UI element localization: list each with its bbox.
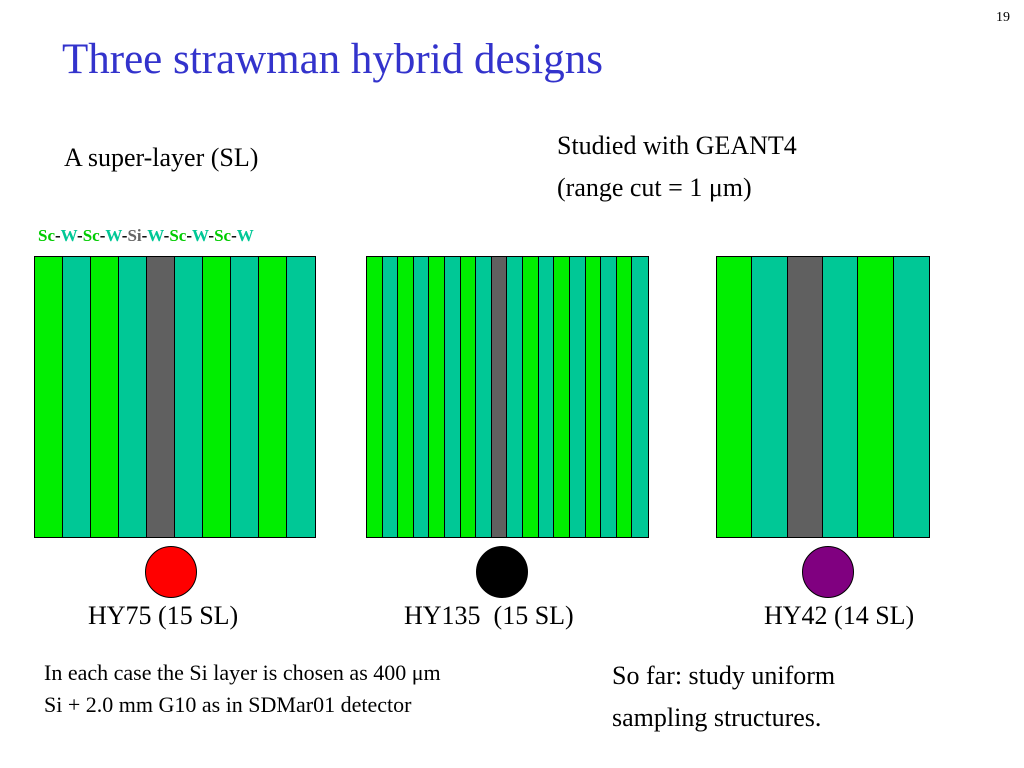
design-hy135-label: HY135 (15 SL) [404, 601, 574, 630]
layer-sc [616, 257, 633, 537]
layer-si [787, 257, 823, 537]
layer-w [476, 257, 492, 537]
layer-sc [858, 257, 894, 537]
layer-sc [398, 257, 414, 537]
sequence-separator: - [55, 226, 61, 245]
sequence-separator: - [208, 226, 215, 245]
layer-w [752, 257, 788, 537]
layer-w [231, 257, 259, 537]
sequence-token-sc: Sc [38, 226, 55, 245]
layer-sc [523, 257, 539, 537]
layer-si [147, 257, 175, 537]
design-hy75-stack [34, 256, 316, 538]
sequence-token-w: W [147, 226, 164, 245]
sequence-separator: - [141, 226, 148, 245]
sequence-token-sc: Sc [82, 226, 100, 245]
sequence-token-sc: Sc [169, 226, 187, 245]
design-hy135-marker [476, 546, 528, 598]
sequence-separator: - [77, 226, 83, 245]
super-layer-caption: A super-layer (SL) [64, 143, 259, 172]
layer-sc [367, 257, 383, 537]
layer-w [569, 257, 586, 537]
layer-w [382, 257, 399, 537]
layer-sc [429, 257, 446, 537]
sequence-separator: - [231, 226, 237, 245]
si-note-line1: In each case the Si layer is chosen as 4… [44, 660, 441, 685]
layer-sc [203, 257, 231, 537]
layer-w [632, 257, 648, 537]
sequence-token-sc: Sc [214, 226, 232, 245]
slide-title: Three strawman hybrid designs [62, 36, 603, 83]
sequence-token-w: W [192, 226, 209, 245]
sequence-separator: - [99, 226, 106, 245]
layer-sequence-legend: Sc-W-Sc-W-Si-W-Sc-W-Sc-W [38, 226, 254, 246]
layer-sc [91, 257, 119, 537]
layer-w [175, 257, 203, 537]
layer-w [538, 257, 555, 537]
layer-sc [554, 257, 570, 537]
layer-w [822, 257, 859, 537]
layer-w [601, 257, 617, 537]
design-hy135-stack [366, 256, 649, 538]
layer-w [63, 257, 91, 537]
layer-w [445, 257, 461, 537]
sequence-token-w: W [236, 226, 254, 245]
page-number: 19 [996, 10, 1010, 25]
layer-w [413, 257, 430, 537]
geant4-caption-line2: (range cut = 1 μm) [557, 173, 752, 202]
design-hy42-marker [802, 546, 854, 598]
sequence-token-w: W [60, 226, 78, 245]
design-hy42-stack [716, 256, 930, 538]
layer-sc [717, 257, 753, 537]
layer-sc [35, 257, 63, 537]
layer-w [893, 257, 929, 537]
conclusion-line1: So far: study uniform [612, 661, 836, 690]
si-note-line2: Si + 2.0 mm G10 as in SDMar01 detector [44, 692, 412, 717]
sequence-separator: - [121, 226, 128, 245]
layer-w [507, 257, 524, 537]
layer-sc [259, 257, 287, 537]
layer-sc [460, 257, 477, 537]
sequence-token-si: Si [127, 226, 142, 245]
design-hy42-label: HY42 (14 SL) [764, 601, 915, 630]
conclusion-line2: sampling structures. [612, 703, 822, 732]
geant4-caption-line1: Studied with GEANT4 [557, 131, 797, 160]
design-hy75-marker [145, 546, 197, 598]
sequence-separator: - [163, 226, 170, 245]
design-hy75-label: HY75 (15 SL) [88, 601, 239, 630]
sequence-separator: - [186, 226, 193, 245]
layer-sc [585, 257, 602, 537]
layer-si [491, 257, 508, 537]
layer-w [287, 257, 315, 537]
layer-w [119, 257, 147, 537]
sequence-token-w: W [105, 226, 122, 245]
